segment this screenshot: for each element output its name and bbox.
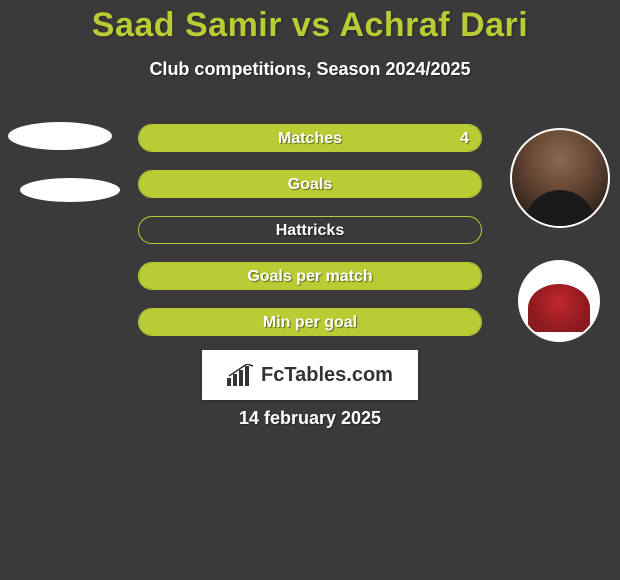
- stat-row: Min per goal: [138, 308, 482, 336]
- stat-value-right: 4: [460, 125, 469, 152]
- player-left-avatar: [8, 122, 112, 150]
- brand-text: FcTables.com: [261, 364, 393, 387]
- brand-box: FcTables.com: [202, 350, 418, 400]
- stat-label: Hattricks: [139, 217, 481, 244]
- date-line: 14 february 2025: [0, 408, 620, 429]
- club-right-avatar: [518, 260, 600, 342]
- club-left-avatar: [20, 178, 120, 202]
- bar-chart-icon: [227, 364, 255, 386]
- stats-chart: Matches4 Goals Hattricks Goals per match Min…: [138, 124, 482, 354]
- stat-label: Matches: [139, 125, 481, 152]
- stat-label: Min per goal: [139, 309, 481, 336]
- stat-row: Goals per match: [138, 262, 482, 290]
- page-title: Saad Samir vs Achraf Dari: [0, 0, 620, 45]
- stat-row: Hattricks: [138, 216, 482, 244]
- player-right-avatar: [510, 128, 610, 228]
- page-subtitle: Club competitions, Season 2024/2025: [0, 59, 620, 80]
- stat-label: Goals per match: [139, 263, 481, 290]
- stat-row: Goals: [138, 170, 482, 198]
- stat-row: Matches4: [138, 124, 482, 152]
- stat-label: Goals: [139, 171, 481, 198]
